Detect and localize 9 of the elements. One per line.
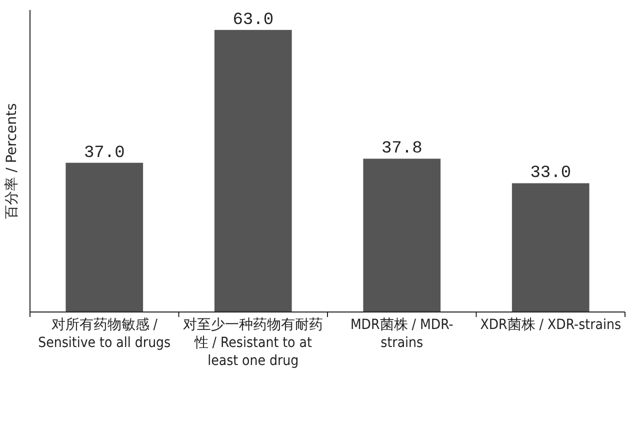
data-label: 33.0 <box>530 164 572 184</box>
y-axis-title: 百分率 / Percents <box>4 103 20 219</box>
data-label: 63.0 <box>232 10 274 30</box>
x-tick-label: XDR菌株 / XDR-strains <box>479 316 622 334</box>
x-tick-label: 对所有药物敏感 / Sensitive to all drugs <box>37 316 172 352</box>
data-label: 37.8 <box>381 140 422 159</box>
data-label: 37.0 <box>84 144 125 163</box>
x-tick-label: MDR菌株 / MDR-strains <box>349 316 454 352</box>
x-tick-label: 对至少一种药物有耐药性 / Resistant to at least one drug <box>182 316 324 370</box>
